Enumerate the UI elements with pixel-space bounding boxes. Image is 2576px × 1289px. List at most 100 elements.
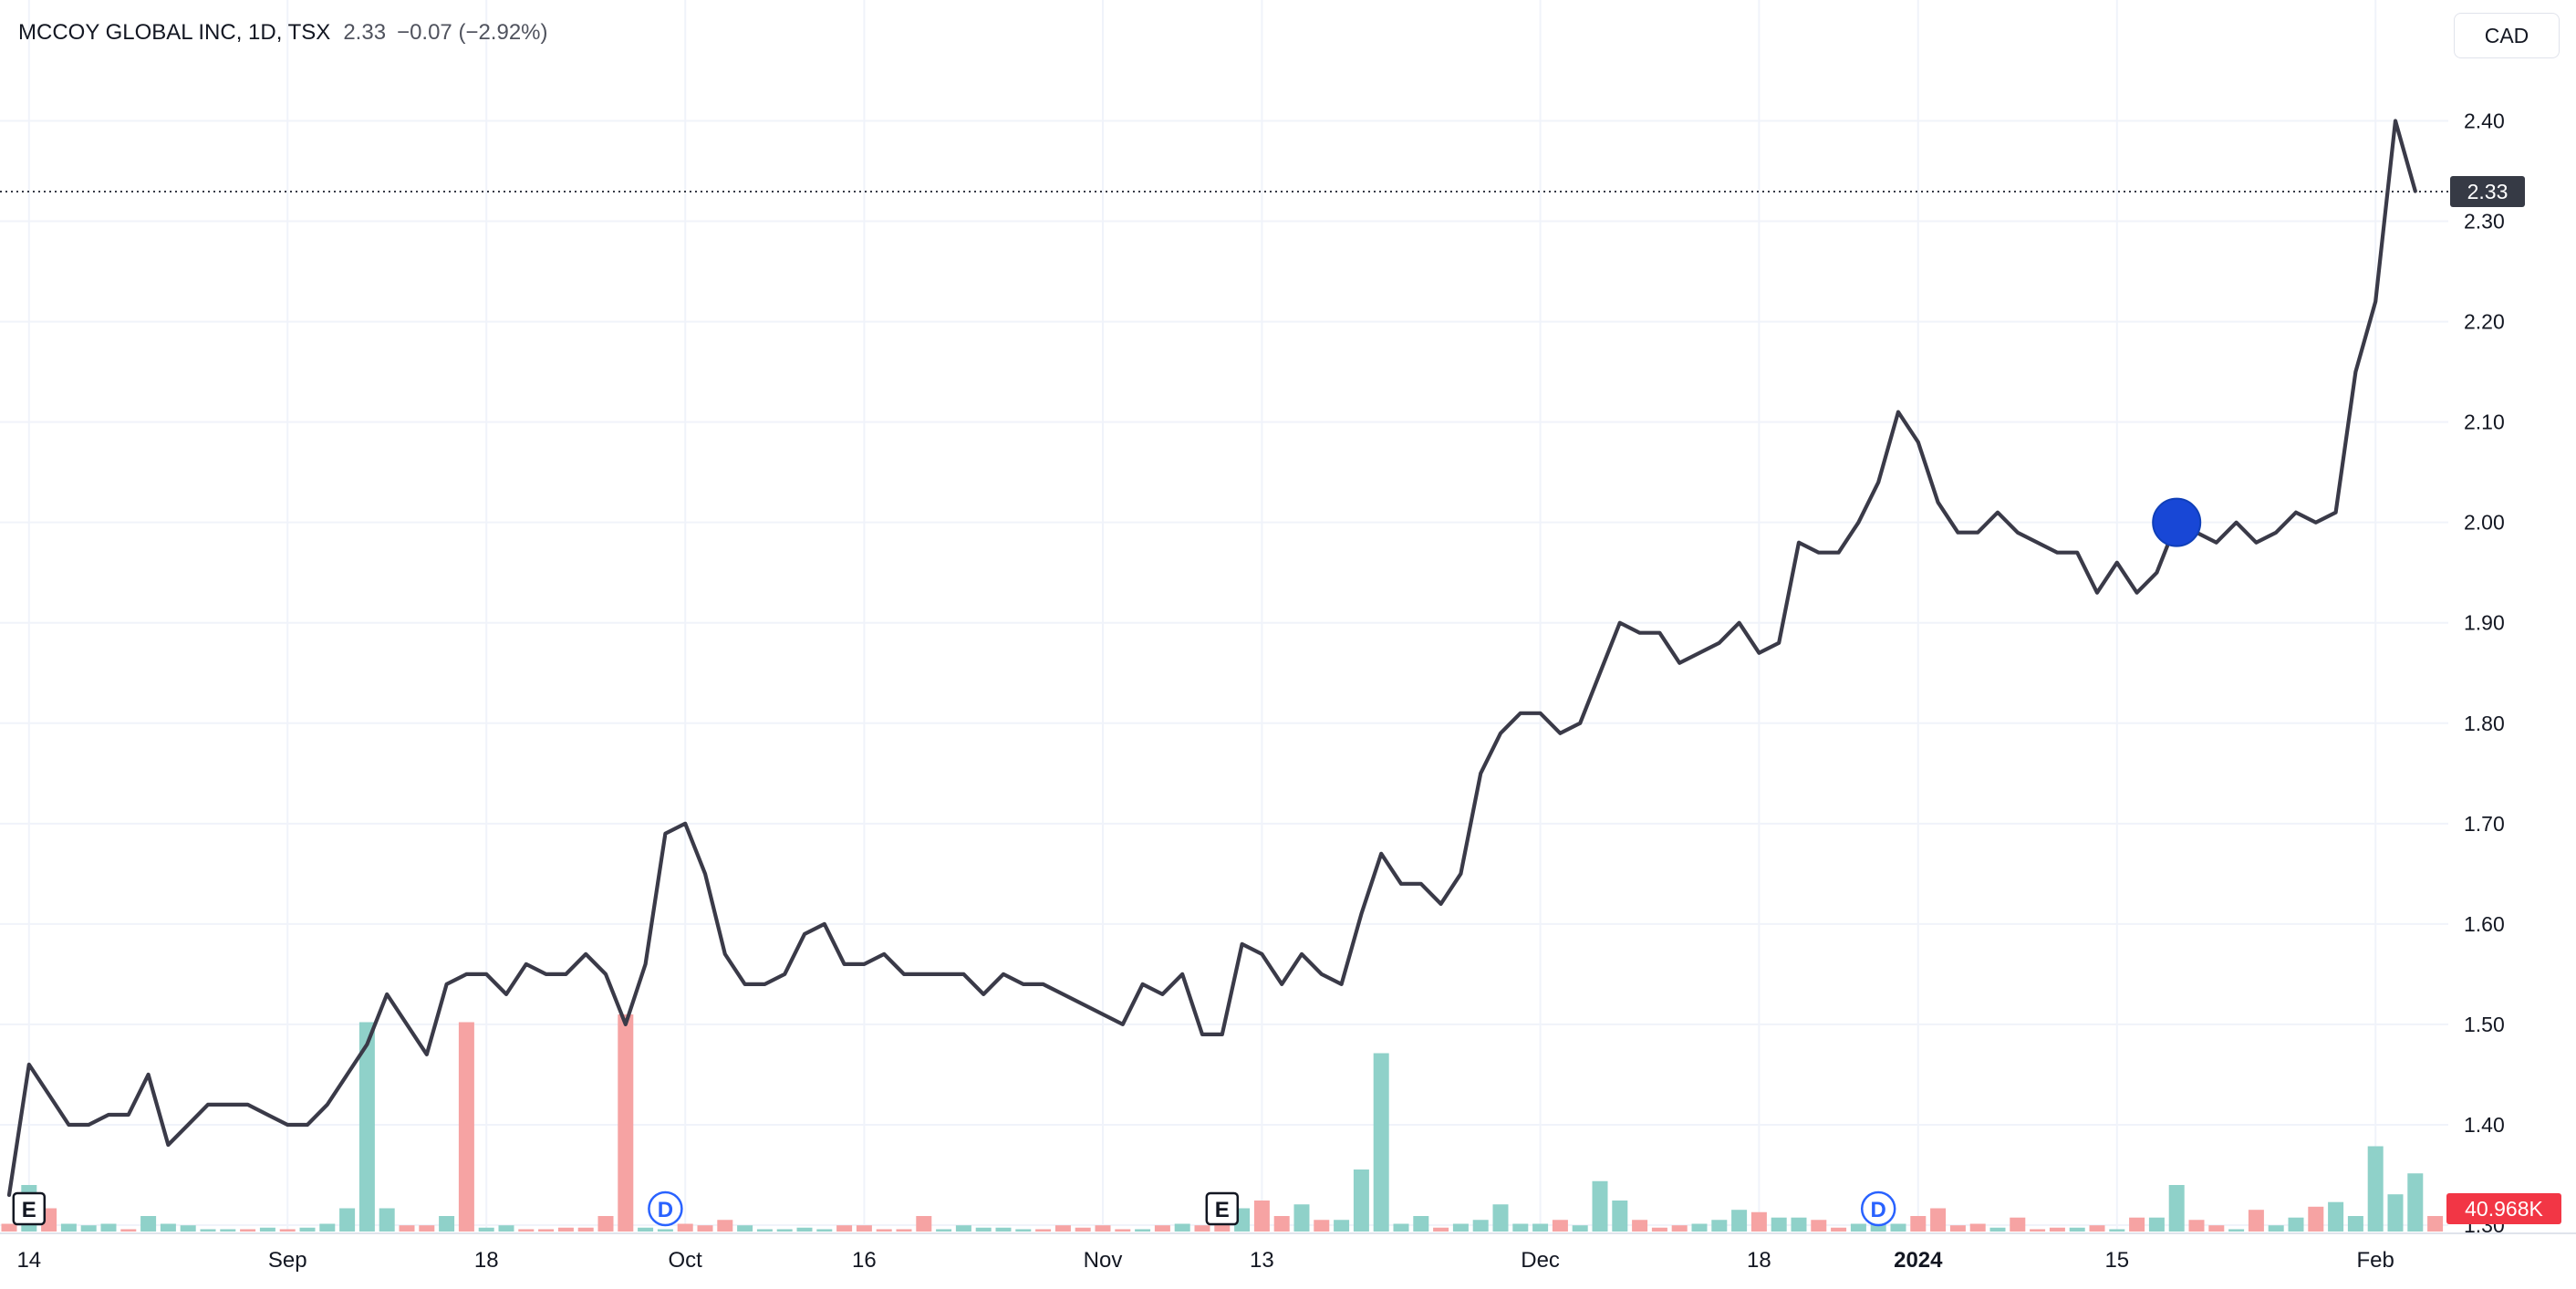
earnings-marker[interactable] — [12, 1191, 47, 1226]
volume-bar — [1095, 1225, 1111, 1232]
price-axis[interactable]: 2.40 2.30 2.20 2.10 2.00 1.90 1.80 1.70 1.60 1.50… — [2464, 109, 2505, 1238]
dividend-marker[interactable] — [648, 1190, 683, 1227]
volume-bar — [2268, 1225, 2284, 1232]
earnings-marker[interactable] — [1205, 1191, 1240, 1226]
volume-bar — [160, 1223, 176, 1232]
volume-bar — [1512, 1223, 1529, 1232]
volume-bar — [518, 1229, 535, 1232]
volume-bar — [638, 1227, 654, 1232]
volume-bar — [577, 1227, 594, 1232]
x-tick-label: 18 — [1747, 1248, 1771, 1273]
y-tick-label: 2.00 — [2464, 511, 2505, 535]
volume-bar — [856, 1225, 872, 1232]
volume-bar — [439, 1216, 455, 1232]
volume-bar — [1413, 1216, 1429, 1232]
volume-bar — [1433, 1227, 1449, 1232]
x-tick-label: 18 — [474, 1248, 499, 1273]
volume-bar — [1532, 1223, 1549, 1232]
volume-bar — [538, 1229, 555, 1232]
volume-bar — [2030, 1229, 2046, 1232]
volume-bar — [1194, 1225, 1210, 1232]
currency-button[interactable]: CAD — [2454, 13, 2560, 58]
y-tick-label: 2.10 — [2464, 411, 2505, 434]
x-tick-label: 15 — [2104, 1248, 2129, 1273]
volume-bar — [279, 1229, 296, 1232]
volume-bar — [1691, 1223, 1708, 1232]
crosshair-marker[interactable] — [2152, 497, 2202, 547]
volume-bar — [1731, 1210, 1748, 1232]
volume-bar — [339, 1208, 356, 1232]
volume-bar — [1750, 1211, 1767, 1232]
volume-bar — [1015, 1229, 1032, 1232]
volume-bar — [2308, 1206, 2324, 1232]
volume-bar — [677, 1223, 693, 1232]
dividend-marker-label: D — [1871, 1198, 1886, 1222]
price-line — [6, 119, 2417, 1198]
volume-bar — [379, 1208, 395, 1232]
volume-bar — [60, 1223, 77, 1232]
volume-bar — [896, 1229, 912, 1232]
volume-bars — [1, 1014, 2444, 1232]
volume-bar — [259, 1227, 275, 1232]
volume-bar — [1373, 1053, 1389, 1232]
x-tick-label: Sep — [268, 1248, 307, 1273]
x-tick-label: 13 — [1250, 1248, 1274, 1273]
volume-bar — [796, 1227, 813, 1232]
symbol-title[interactable]: MCCOY GLOBAL INC, 1D, TSX — [18, 20, 331, 45]
volume-tag: 40.968K — [2446, 1193, 2561, 1224]
volume-bar — [100, 1223, 117, 1232]
volume-bar — [776, 1229, 793, 1232]
volume-bar — [478, 1227, 494, 1232]
volume-bar — [756, 1229, 773, 1232]
volume-bar — [975, 1227, 992, 1232]
volume-bar — [2089, 1225, 2105, 1232]
volume-bar — [2010, 1217, 2026, 1232]
volume-bar — [1572, 1225, 1588, 1232]
volume-bar — [836, 1225, 853, 1232]
volume-bar — [2168, 1185, 2185, 1232]
volume-bar — [1492, 1204, 1509, 1232]
y-tick-label: 1.80 — [2464, 712, 2505, 735]
dividend-marker[interactable] — [1860, 1190, 1896, 1227]
volume-bar — [299, 1227, 316, 1232]
last-price-tag: 2.33 — [2450, 176, 2525, 207]
volume-bar — [1791, 1217, 1807, 1232]
chart-grid — [0, 0, 2576, 1234]
x-tick-label: Oct — [669, 1248, 703, 1273]
volume-bar — [319, 1223, 336, 1232]
volume-bar — [1592, 1180, 1608, 1232]
volume-bar — [1552, 1220, 1568, 1232]
volume-bar — [458, 1022, 474, 1232]
volume-bar — [1850, 1223, 1866, 1232]
volume-bar — [498, 1225, 514, 1232]
volume-bar — [1890, 1223, 1906, 1232]
volume-bar — [140, 1216, 157, 1232]
volume-bar — [2228, 1229, 2245, 1232]
x-tick-label: Dec — [1521, 1248, 1560, 1273]
volume-bar — [399, 1225, 415, 1232]
volume-bar — [657, 1229, 673, 1232]
volume-bar — [2328, 1201, 2344, 1232]
volume-bar — [1273, 1216, 1290, 1232]
x-tick-label: Nov — [1084, 1248, 1123, 1273]
volume-bar — [1353, 1169, 1369, 1232]
volume-bar — [2427, 1216, 2444, 1232]
volume-bar — [358, 1022, 375, 1232]
volume-bar — [1054, 1225, 1071, 1232]
time-axis[interactable]: 14 Sep 18 Oct 16 Nov 13 Dec 18 2024 15 Feb — [16, 1248, 2394, 1273]
volume-bar — [955, 1225, 971, 1232]
volume-bar — [1174, 1223, 1190, 1232]
earnings-marker-label: E — [1215, 1198, 1230, 1222]
volume-bar — [220, 1229, 236, 1232]
volume-bar — [1632, 1220, 1648, 1232]
y-tick-label: 2.20 — [2464, 310, 2505, 334]
volume-bar — [2387, 1194, 2404, 1232]
volume-bar — [2208, 1225, 2225, 1232]
volume-bar — [2109, 1229, 2125, 1232]
volume-bar — [1930, 1208, 1947, 1232]
y-tick-label: 1.90 — [2464, 611, 2505, 635]
volume-bar — [1989, 1227, 2006, 1232]
y-tick-label: 2.30 — [2464, 210, 2505, 234]
